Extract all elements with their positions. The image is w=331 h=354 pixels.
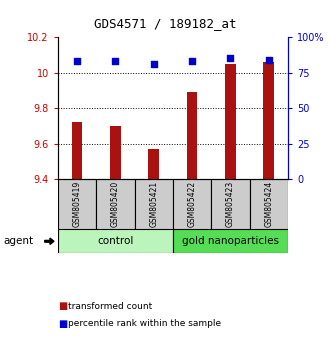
Bar <box>72 122 82 179</box>
Bar <box>173 179 211 229</box>
Bar <box>135 179 173 229</box>
Text: GSM805424: GSM805424 <box>264 181 273 227</box>
Text: control: control <box>97 236 134 246</box>
Text: gold nanoparticles: gold nanoparticles <box>182 236 279 246</box>
Text: GSM805423: GSM805423 <box>226 181 235 227</box>
Bar <box>225 64 236 179</box>
Point <box>151 61 157 67</box>
Bar <box>96 179 135 229</box>
Point <box>189 58 195 64</box>
Point <box>74 58 80 64</box>
Point <box>266 57 271 63</box>
Bar <box>250 179 288 229</box>
Text: GDS4571 / 189182_at: GDS4571 / 189182_at <box>94 17 237 30</box>
Point <box>228 56 233 61</box>
Bar <box>110 126 121 179</box>
Point <box>113 58 118 64</box>
Text: GSM805421: GSM805421 <box>149 181 158 227</box>
Bar <box>173 229 288 253</box>
Bar <box>187 92 198 179</box>
Text: ■: ■ <box>58 319 67 329</box>
Text: ■: ■ <box>58 301 67 311</box>
Bar <box>148 149 159 179</box>
Bar <box>263 62 274 179</box>
Bar <box>58 229 173 253</box>
Bar <box>211 179 250 229</box>
Text: transformed count: transformed count <box>68 302 152 311</box>
Text: GSM805419: GSM805419 <box>72 181 82 227</box>
Text: GSM805422: GSM805422 <box>188 181 197 227</box>
Text: percentile rank within the sample: percentile rank within the sample <box>68 319 221 329</box>
Text: GSM805420: GSM805420 <box>111 181 120 227</box>
Bar <box>58 179 96 229</box>
Text: agent: agent <box>3 236 33 246</box>
